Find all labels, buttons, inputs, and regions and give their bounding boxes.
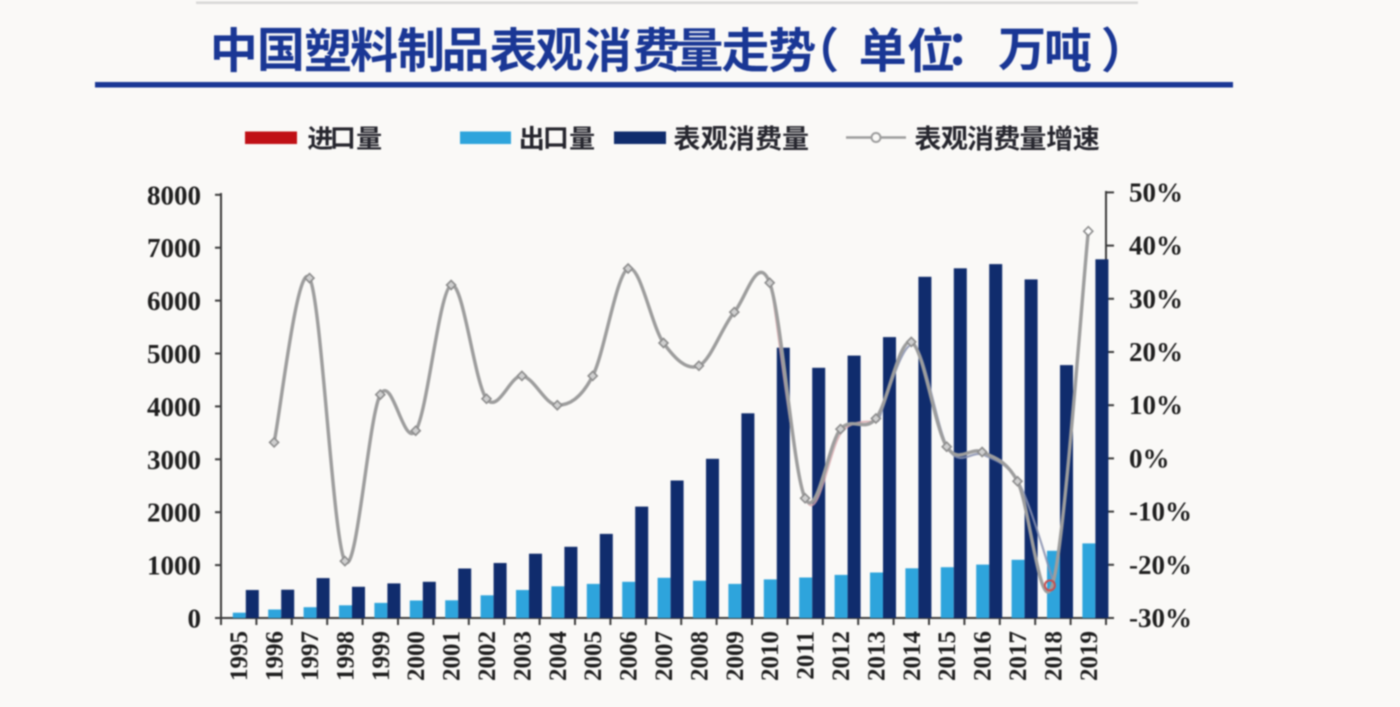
svg-text:-10%: -10%: [1129, 497, 1192, 527]
svg-text:2008: 2008: [686, 631, 713, 681]
svg-text:2014: 2014: [899, 631, 926, 682]
svg-text:2012: 2012: [828, 631, 855, 681]
svg-text:3000: 3000: [147, 445, 201, 475]
svg-text:0%: 0%: [1129, 443, 1170, 473]
svg-text:2000: 2000: [147, 498, 201, 528]
svg-text:40%: 40%: [1129, 231, 1183, 261]
svg-text:2005: 2005: [580, 631, 607, 681]
svg-text:20%: 20%: [1129, 337, 1183, 367]
svg-text:-20%: -20%: [1129, 550, 1192, 580]
svg-text:2002: 2002: [474, 631, 501, 681]
svg-text:4000: 4000: [147, 392, 201, 422]
svg-text:2001: 2001: [439, 631, 466, 681]
svg-text:2009: 2009: [722, 631, 749, 681]
svg-text:2011: 2011: [793, 631, 820, 680]
svg-text:0: 0: [188, 604, 202, 634]
svg-text:10%: 10%: [1129, 390, 1183, 420]
svg-text:2007: 2007: [651, 631, 678, 681]
svg-text:2010: 2010: [757, 631, 784, 681]
svg-text:1996: 1996: [262, 631, 289, 681]
svg-text:1995: 1995: [226, 631, 253, 681]
svg-text:2017: 2017: [1005, 631, 1032, 681]
svg-text:2006: 2006: [616, 631, 643, 681]
svg-text:2013: 2013: [863, 631, 890, 681]
svg-text:50%: 50%: [1129, 177, 1183, 207]
svg-text:8000: 8000: [147, 180, 201, 210]
svg-text:2000: 2000: [403, 631, 430, 681]
svg-text:1999: 1999: [368, 631, 395, 681]
svg-text:2019: 2019: [1076, 631, 1103, 681]
svg-text:2004: 2004: [545, 631, 572, 682]
svg-text:5000: 5000: [147, 339, 201, 369]
svg-text:1998: 1998: [332, 631, 359, 681]
svg-text:2018: 2018: [1040, 631, 1067, 681]
svg-text:6000: 6000: [147, 286, 201, 316]
svg-text:1000: 1000: [147, 551, 201, 581]
svg-text:1997: 1997: [297, 631, 324, 681]
svg-text:30%: 30%: [1129, 284, 1183, 314]
svg-text:2015: 2015: [934, 631, 961, 681]
svg-text:7000: 7000: [147, 233, 201, 263]
svg-text:2003: 2003: [509, 631, 536, 681]
svg-text:-30%: -30%: [1129, 603, 1192, 633]
svg-text:2016: 2016: [970, 631, 997, 681]
